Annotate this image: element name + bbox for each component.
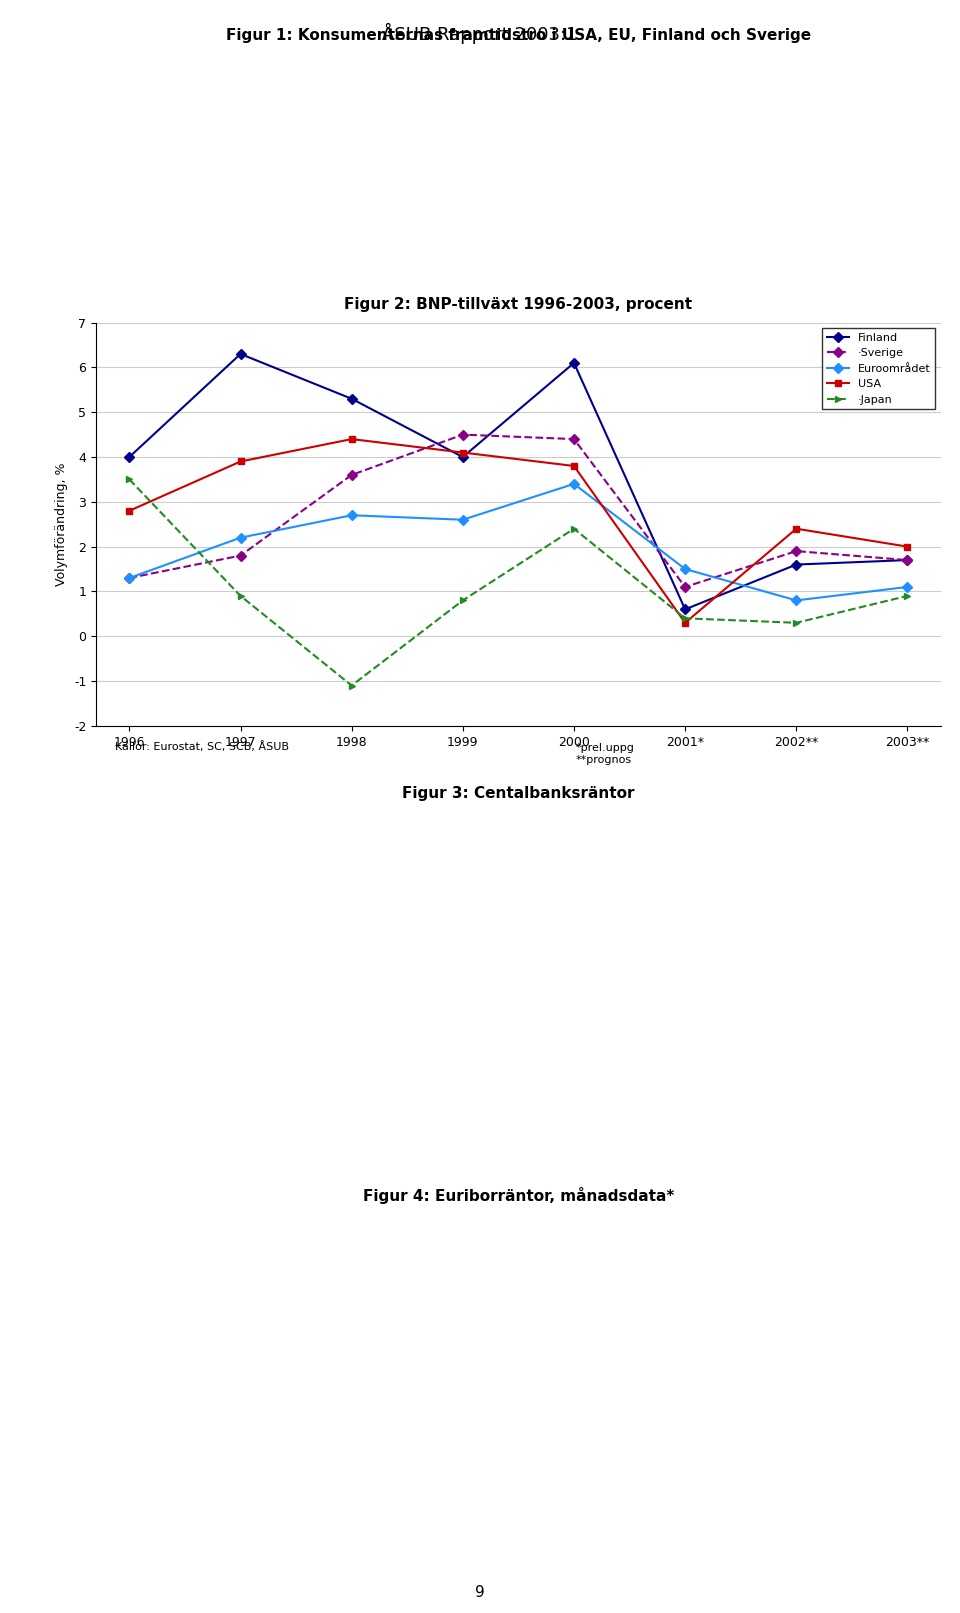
·Japan [457, 590, 468, 610]
·Japan [346, 676, 357, 695]
·Sverige [790, 542, 802, 561]
Euroområdet [790, 590, 802, 610]
Finland [457, 447, 468, 466]
Y-axis label: Volymförändring, %: Volymförändring, % [56, 463, 68, 586]
Title: Figur 2: BNP-tillväxt 1996-2003, procent: Figur 2: BNP-tillväxt 1996-2003, procent [345, 297, 692, 311]
Text: ÅSUB Rapport 2003:1: ÅSUB Rapport 2003:1 [382, 23, 578, 44]
Finland [790, 555, 802, 574]
USA [235, 452, 247, 471]
Title: Figur 3: Centalbanksräntor: Figur 3: Centalbanksräntor [402, 786, 635, 802]
Finland [235, 344, 247, 363]
USA [680, 613, 691, 632]
Euroområdet [124, 568, 135, 587]
Finland [568, 353, 580, 373]
Euroområdet [568, 474, 580, 494]
·Sverige [346, 465, 357, 484]
Euroområdet [457, 510, 468, 529]
Euroområdet [901, 577, 913, 597]
Euroområdet [680, 560, 691, 579]
Line: ·Japan: ·Japan [126, 476, 911, 689]
Euroområdet [346, 505, 357, 524]
·Japan [680, 608, 691, 627]
·Sverige [568, 429, 580, 448]
Title: Figur 4: Euriborräntor, månadsdata*: Figur 4: Euriborräntor, månadsdata* [363, 1187, 674, 1205]
USA [124, 502, 135, 521]
Title: Figur 1: Konsumenternas framtidstro i USA, EU, Finland och Sverige: Figur 1: Konsumenternas framtidstro i US… [226, 27, 811, 44]
·Sverige [680, 577, 691, 597]
USA [457, 444, 468, 463]
Line: ·Sverige: ·Sverige [126, 431, 911, 590]
·Japan [901, 586, 913, 605]
Finland [680, 600, 691, 619]
Line: Finland: Finland [126, 350, 911, 613]
·Japan [124, 469, 135, 489]
Finland [901, 550, 913, 569]
·Sverige [901, 550, 913, 569]
·Japan [790, 613, 802, 632]
Euroområdet [235, 527, 247, 547]
USA [346, 429, 357, 448]
·Japan [235, 586, 247, 605]
·Sverige [235, 545, 247, 565]
Finland [124, 447, 135, 466]
Line: USA: USA [126, 436, 911, 626]
Line: Euroområdet: Euroområdet [126, 481, 911, 603]
USA [901, 537, 913, 556]
Text: Källor: Eurostat, SC, SCB, ÅSUB: Källor: Eurostat, SC, SCB, ÅSUB [115, 740, 289, 752]
Legend: Finland, ·Sverige, Euroområdet, USA, ·Japan: Finland, ·Sverige, Euroområdet, USA, ·Ja… [823, 327, 935, 410]
·Sverige [457, 424, 468, 444]
USA [790, 519, 802, 539]
·Japan [568, 519, 580, 539]
Text: 9: 9 [475, 1586, 485, 1600]
USA [568, 456, 580, 476]
Finland [346, 389, 357, 408]
Text: *prel.uppg
**prognos: *prel.uppg **prognos [576, 744, 635, 765]
·Sverige [124, 568, 135, 587]
